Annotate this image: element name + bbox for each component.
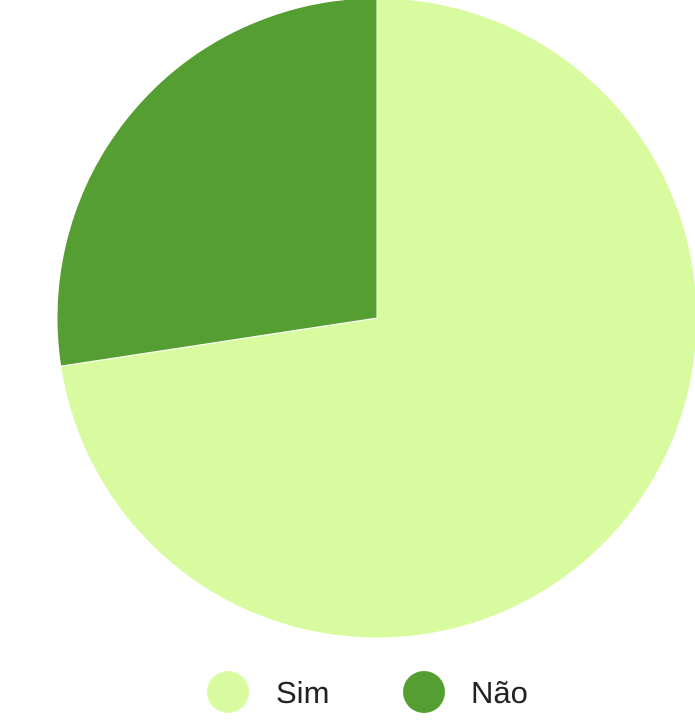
legend-swatch-sim xyxy=(207,671,249,713)
pie-slices xyxy=(56,0,695,639)
legend-item-não: Não xyxy=(403,671,528,713)
pie-slice-sim xyxy=(60,0,695,639)
legend-label-sim: Sim xyxy=(276,675,329,710)
pie-slice-não xyxy=(56,0,378,367)
legend-swatch-não xyxy=(403,671,445,713)
legend: Sim Não xyxy=(207,671,528,713)
legend-label-não: Não xyxy=(471,675,528,710)
legend-item-sim: Sim xyxy=(207,671,329,713)
